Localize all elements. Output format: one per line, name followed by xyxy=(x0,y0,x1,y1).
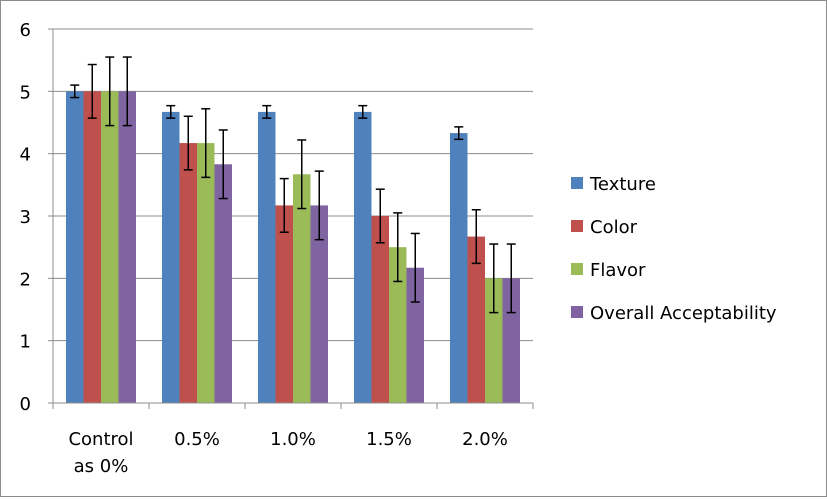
error-bar xyxy=(297,139,307,210)
legend-swatch xyxy=(571,220,583,232)
legend-swatch xyxy=(571,263,583,275)
error-bars xyxy=(70,56,516,314)
x-tick-label-line: as 0% xyxy=(74,456,129,477)
error-bar xyxy=(201,108,211,179)
bar xyxy=(179,143,197,403)
error-bar xyxy=(489,243,499,314)
bar xyxy=(485,278,503,403)
error-bar xyxy=(183,115,193,171)
error-bar xyxy=(105,56,115,127)
legend-label: Color xyxy=(590,217,638,238)
bar xyxy=(275,205,293,403)
bar xyxy=(162,111,180,404)
y-tick-label: 6 xyxy=(20,20,31,41)
bar xyxy=(214,164,232,403)
legend-swatch xyxy=(571,177,583,189)
bar xyxy=(310,205,328,403)
legend-label: Overall Acceptability xyxy=(590,303,777,324)
y-tick-label: 4 xyxy=(20,145,31,166)
error-bar xyxy=(122,56,132,127)
y-tick-label: 5 xyxy=(20,82,31,103)
error-bar xyxy=(314,170,324,241)
y-tick-label: 2 xyxy=(20,269,31,290)
axes: 0 1 2 3 4 5 6 Control as 0% 0.5% 1.0% 1.5% 2.0% xyxy=(20,20,534,477)
bar xyxy=(467,236,485,403)
y-tick-label: 1 xyxy=(20,332,31,353)
bar xyxy=(354,111,372,404)
x-tick-label-line: 1.5% xyxy=(366,429,412,450)
legend-label: Texture xyxy=(589,174,656,195)
bar xyxy=(450,133,468,403)
x-tick-label-line: 2.0% xyxy=(462,429,508,450)
bar xyxy=(293,174,311,403)
error-bar xyxy=(471,209,481,265)
legend-item: Color xyxy=(571,217,638,238)
y-tick-label: 3 xyxy=(20,207,31,228)
x-tick-label: 2.0% xyxy=(462,429,508,450)
legend-item: Texture xyxy=(571,174,656,195)
x-tick-label-line: Control xyxy=(68,429,133,450)
error-bar xyxy=(375,188,385,244)
error-bar xyxy=(358,104,368,119)
bar xyxy=(83,91,101,403)
error-bar xyxy=(87,63,97,119)
legend-label: Flavor xyxy=(590,260,646,281)
bar xyxy=(197,143,215,403)
x-tick-label: 1.0% xyxy=(270,429,316,450)
x-tick-label: Control as 0% xyxy=(68,429,133,477)
legend-item: Flavor xyxy=(571,260,646,281)
error-bar xyxy=(70,84,80,99)
x-tick-label-line: 0.5% xyxy=(174,429,220,450)
bar xyxy=(502,278,520,403)
error-bar xyxy=(454,126,464,141)
bar xyxy=(118,91,136,403)
bars xyxy=(66,91,520,404)
x-tick-label: 0.5% xyxy=(174,429,220,450)
x-tick-label: 1.5% xyxy=(366,429,412,450)
legend-item: Overall Acceptability xyxy=(571,303,777,324)
bar xyxy=(258,111,276,404)
bar xyxy=(389,247,407,403)
error-bar xyxy=(393,212,403,283)
legend-swatch xyxy=(571,306,583,318)
bar xyxy=(101,91,119,403)
y-tick-label: 0 xyxy=(20,394,31,415)
bar xyxy=(66,91,84,403)
error-bar xyxy=(506,243,516,314)
error-bar xyxy=(410,232,420,303)
legend: Texture Color Flavor Overall Acceptability xyxy=(571,174,777,324)
error-bar xyxy=(166,104,176,119)
error-bar xyxy=(262,104,272,119)
bar xyxy=(371,216,389,403)
error-bar xyxy=(279,177,289,233)
x-tick-label-line: 1.0% xyxy=(270,429,316,450)
error-bar xyxy=(218,129,228,200)
